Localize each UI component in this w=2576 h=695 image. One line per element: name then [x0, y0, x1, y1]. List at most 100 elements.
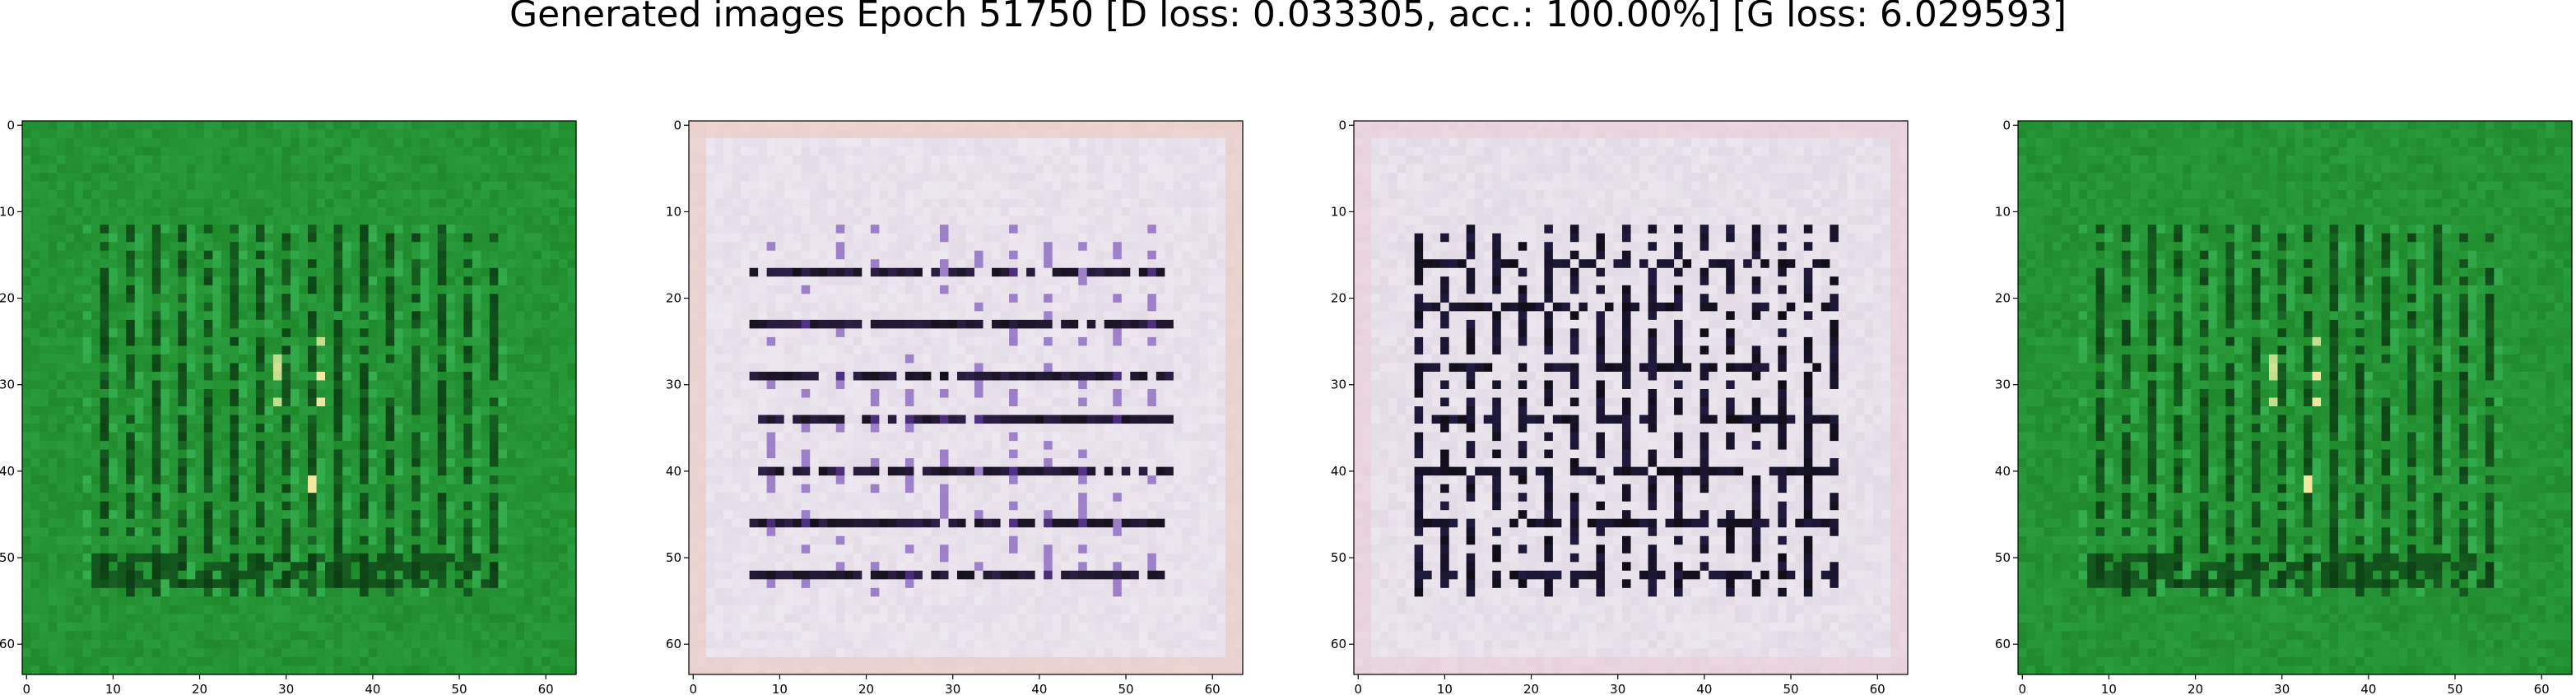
image-pixel — [221, 527, 230, 537]
image-pixel — [1035, 129, 1044, 139]
image-pixel — [793, 155, 802, 165]
image-pixel — [91, 544, 101, 554]
image-pixel — [134, 363, 144, 373]
image-pixel — [143, 415, 153, 424]
image-pixel — [272, 553, 283, 563]
image-pixel — [697, 129, 707, 139]
image-pixel — [351, 173, 360, 183]
image-pixel — [134, 424, 144, 433]
image-pixel — [939, 198, 950, 208]
image-pixel — [316, 129, 326, 139]
image-pixel — [446, 233, 456, 243]
image-pixel — [402, 198, 412, 208]
image-pixel — [264, 388, 274, 399]
image-pixel — [221, 441, 230, 451]
image-pixel — [134, 518, 144, 528]
image-pixel — [446, 388, 456, 399]
image-pixel — [109, 371, 119, 382]
image-pixel — [879, 138, 889, 148]
image-pixel — [82, 294, 92, 303]
image-pixel — [290, 311, 300, 321]
image-pixel — [333, 294, 343, 303]
image-pixel — [22, 181, 32, 191]
image-pixel — [931, 190, 941, 200]
image-pixel — [463, 328, 473, 338]
image-pixel — [506, 458, 516, 468]
image-pixel — [264, 207, 274, 217]
image-pixel — [1086, 207, 1096, 217]
image-pixel — [758, 146, 768, 156]
image-pixel — [922, 181, 932, 191]
image-pixel — [481, 484, 491, 493]
image-pixel — [1190, 129, 1201, 139]
image-pixel — [532, 276, 542, 286]
image-pixel — [714, 164, 724, 174]
image-pixel — [30, 475, 40, 485]
image-pixel — [100, 570, 109, 580]
image-pixel — [186, 164, 196, 174]
image-pixel — [264, 371, 274, 382]
image-pixel — [333, 415, 343, 424]
image-pixel — [437, 570, 447, 580]
image-pixel — [446, 225, 456, 234]
image-pixel — [749, 121, 759, 131]
image-pixel — [1052, 138, 1062, 148]
image-pixel — [160, 207, 170, 217]
image-pixel — [1147, 138, 1157, 148]
image-pixel — [463, 510, 473, 520]
image-pixel — [385, 294, 395, 303]
image-pixel — [853, 155, 863, 165]
image-pixel — [186, 466, 196, 476]
image-pixel — [377, 242, 387, 252]
image-pixel — [195, 639, 205, 650]
image-pixel — [178, 466, 188, 476]
image-pixel — [264, 319, 274, 329]
image-pixel — [203, 553, 213, 563]
image-pixel — [558, 328, 569, 338]
image-pixel — [835, 198, 845, 208]
image-pixel — [264, 631, 274, 641]
image-pixel — [308, 285, 318, 294]
image-pixel — [446, 631, 456, 641]
image-pixel — [567, 631, 577, 641]
image-pixel — [264, 406, 274, 416]
image-pixel — [316, 639, 326, 650]
image-pixel — [290, 121, 300, 131]
image-pixel — [446, 570, 456, 580]
image-pixel — [481, 371, 491, 382]
image-pixel — [169, 371, 179, 382]
image-pixel — [333, 518, 343, 528]
image-pixel — [351, 146, 360, 156]
image-pixel — [420, 164, 430, 174]
image-pixel — [299, 285, 309, 294]
image-pixel — [541, 319, 551, 329]
image-pixel — [100, 215, 109, 225]
image-pixel — [714, 181, 724, 191]
image-pixel — [109, 164, 119, 174]
image-pixel — [74, 371, 84, 382]
image-pixel — [394, 336, 404, 347]
image-pixel — [281, 449, 291, 459]
image-pixel — [255, 570, 266, 580]
image-pixel — [195, 371, 205, 382]
image-pixel — [30, 173, 40, 183]
image-pixel — [429, 276, 439, 286]
image-pixel — [385, 587, 395, 597]
image-pixel — [109, 510, 119, 520]
image-pixel — [532, 138, 542, 148]
image-pixel — [272, 415, 283, 424]
image-pixel — [377, 475, 387, 485]
image-pixel — [238, 562, 249, 572]
image-pixel — [308, 311, 318, 321]
image-pixel — [437, 276, 447, 286]
image-pixel — [160, 267, 170, 277]
image-pixel — [1121, 155, 1131, 165]
image-pixel — [308, 233, 318, 243]
image-pixel — [195, 164, 205, 174]
image-pixel — [186, 328, 196, 338]
image-pixel — [230, 631, 239, 641]
image-pixel — [74, 173, 84, 183]
image-pixel — [472, 294, 481, 303]
image-pixel — [40, 173, 49, 183]
image-pixel — [272, 215, 283, 225]
